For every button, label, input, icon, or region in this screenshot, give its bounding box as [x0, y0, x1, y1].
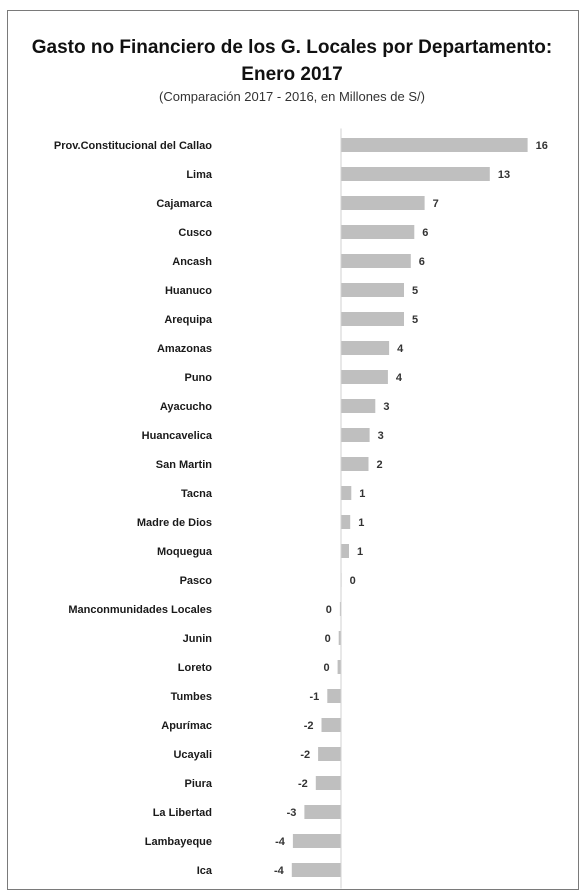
bar-ancash — [341, 254, 411, 268]
bar-prov-constitucional-del-callao — [341, 138, 528, 152]
bar-puno — [341, 370, 388, 384]
value-label-ica: -4 — [274, 865, 285, 877]
bar-san-martin — [341, 457, 369, 471]
category-label-cajamarca: Cajamarca — [156, 198, 213, 210]
bar-huanuco — [341, 283, 404, 297]
bar-tumbes — [327, 689, 341, 703]
category-label-tumbes: Tumbes — [171, 691, 212, 703]
category-label-lima: Lima — [186, 169, 213, 181]
value-label-piura: -2 — [298, 778, 308, 790]
category-label-piura: Piura — [184, 778, 212, 790]
category-label-ucayali: Ucayali — [173, 749, 212, 761]
bar-amazonas — [341, 341, 390, 355]
value-label-manconmunidades-locales: 0 — [326, 604, 332, 616]
category-label-ica: Ica — [197, 865, 213, 877]
bar-ayacucho — [341, 399, 376, 413]
value-label-loreto: 0 — [323, 662, 329, 674]
value-label-lima: 13 — [498, 169, 510, 181]
category-label-moquegua: Moquegua — [157, 546, 213, 558]
category-label-manconmunidades-locales: Manconmunidades Locales — [68, 604, 212, 616]
category-label-apurímac: Apurímac — [161, 720, 212, 732]
category-label-puno: Puno — [185, 372, 213, 384]
bar-cusco — [341, 225, 415, 239]
category-label-la-libertad: La Libertad — [153, 807, 212, 819]
category-label-tacna: Tacna — [181, 488, 213, 500]
category-label-ancash: Ancash — [172, 256, 212, 268]
value-label-lambayeque: -4 — [275, 836, 286, 848]
value-label-ancash: 6 — [419, 256, 425, 268]
value-label-tacna: 1 — [359, 488, 365, 500]
category-label-arequipa: Arequipa — [164, 314, 213, 326]
bar-ucayali — [318, 747, 341, 761]
value-label-moquegua: 1 — [357, 546, 363, 558]
bar-moquegua — [341, 544, 349, 558]
value-label-madre-de-dios: 1 — [358, 517, 364, 529]
category-label-cusco: Cusco — [178, 227, 212, 239]
chart-title-line1: Gasto no Financiero de los G. Locales po… — [31, 37, 553, 58]
value-labels-group: 16 13 7 6 6 5 5 4 4 3 3 2 1 1 1 0 0 0 0 -1 -2 -2 -2 -3 -4 -4 — [274, 140, 548, 877]
category-label-huancavelica: Huancavelica — [142, 430, 213, 442]
category-label-huanuco: Huanuco — [165, 285, 212, 297]
value-label-ayacucho: 3 — [383, 401, 389, 413]
bar-madre-de-dios — [341, 515, 351, 529]
value-label-arequipa: 5 — [412, 314, 418, 326]
value-label-junin: 0 — [325, 633, 331, 645]
value-label-tumbes: -1 — [310, 691, 320, 703]
value-label-la-libertad: -3 — [287, 807, 297, 819]
category-label-junin: Junin — [183, 633, 213, 645]
category-label-pasco: Pasco — [180, 575, 213, 587]
bar-lima — [341, 167, 490, 181]
value-label-ucayali: -2 — [300, 749, 310, 761]
value-label-huancavelica: 3 — [378, 430, 384, 442]
value-label-san-martin: 2 — [377, 459, 383, 471]
category-label-loreto: Loreto — [178, 662, 213, 674]
value-label-cajamarca: 7 — [433, 198, 439, 210]
category-label-amazonas: Amazonas — [157, 343, 212, 355]
bar-piura — [315, 776, 341, 790]
category-label-ayacucho: Ayacucho — [160, 401, 212, 413]
category-label-san-martin: San Martin — [156, 459, 213, 471]
bar-tacna — [341, 486, 352, 500]
bar-loreto — [337, 660, 341, 674]
chart-frame — [7, 10, 579, 890]
bar-junin — [338, 631, 341, 645]
bar-cajamarca — [341, 196, 425, 210]
category-label-prov-constitucional-del-callao: Prov.Constitucional del Callao — [54, 140, 212, 152]
category-label-lambayeque: Lambayeque — [145, 836, 212, 848]
bar-arequipa — [341, 312, 404, 326]
value-label-puno: 4 — [396, 372, 403, 384]
value-label-huanuco: 5 — [412, 285, 418, 297]
value-label-cusco: 6 — [422, 227, 428, 239]
value-label-amazonas: 4 — [397, 343, 404, 355]
bar-ica — [291, 863, 341, 877]
bar-la-libertad — [304, 805, 341, 819]
bar-lambayeque — [292, 834, 341, 848]
chart-title: Gasto no Financiero de los G. Locales po… — [0, 34, 584, 88]
category-label-madre-de-dios: Madre de Dios — [137, 517, 212, 529]
chart-subtitle: (Comparación 2017 - 2016, en Millones de… — [159, 89, 425, 104]
bar-apurímac — [321, 718, 341, 732]
chart-title-line2: Enero 2017 — [241, 64, 343, 85]
bars-group — [291, 138, 528, 877]
value-label-apurímac: -2 — [304, 720, 314, 732]
category-labels-group: Prov.Constitucional del Callao Lima Cajama… — [54, 140, 213, 877]
bar-manconmunidades-locales — [339, 602, 341, 616]
value-label-pasco: 0 — [350, 575, 356, 587]
bar-huancavelica — [341, 428, 370, 442]
value-label-prov-constitucional-del-callao: 16 — [536, 140, 548, 152]
